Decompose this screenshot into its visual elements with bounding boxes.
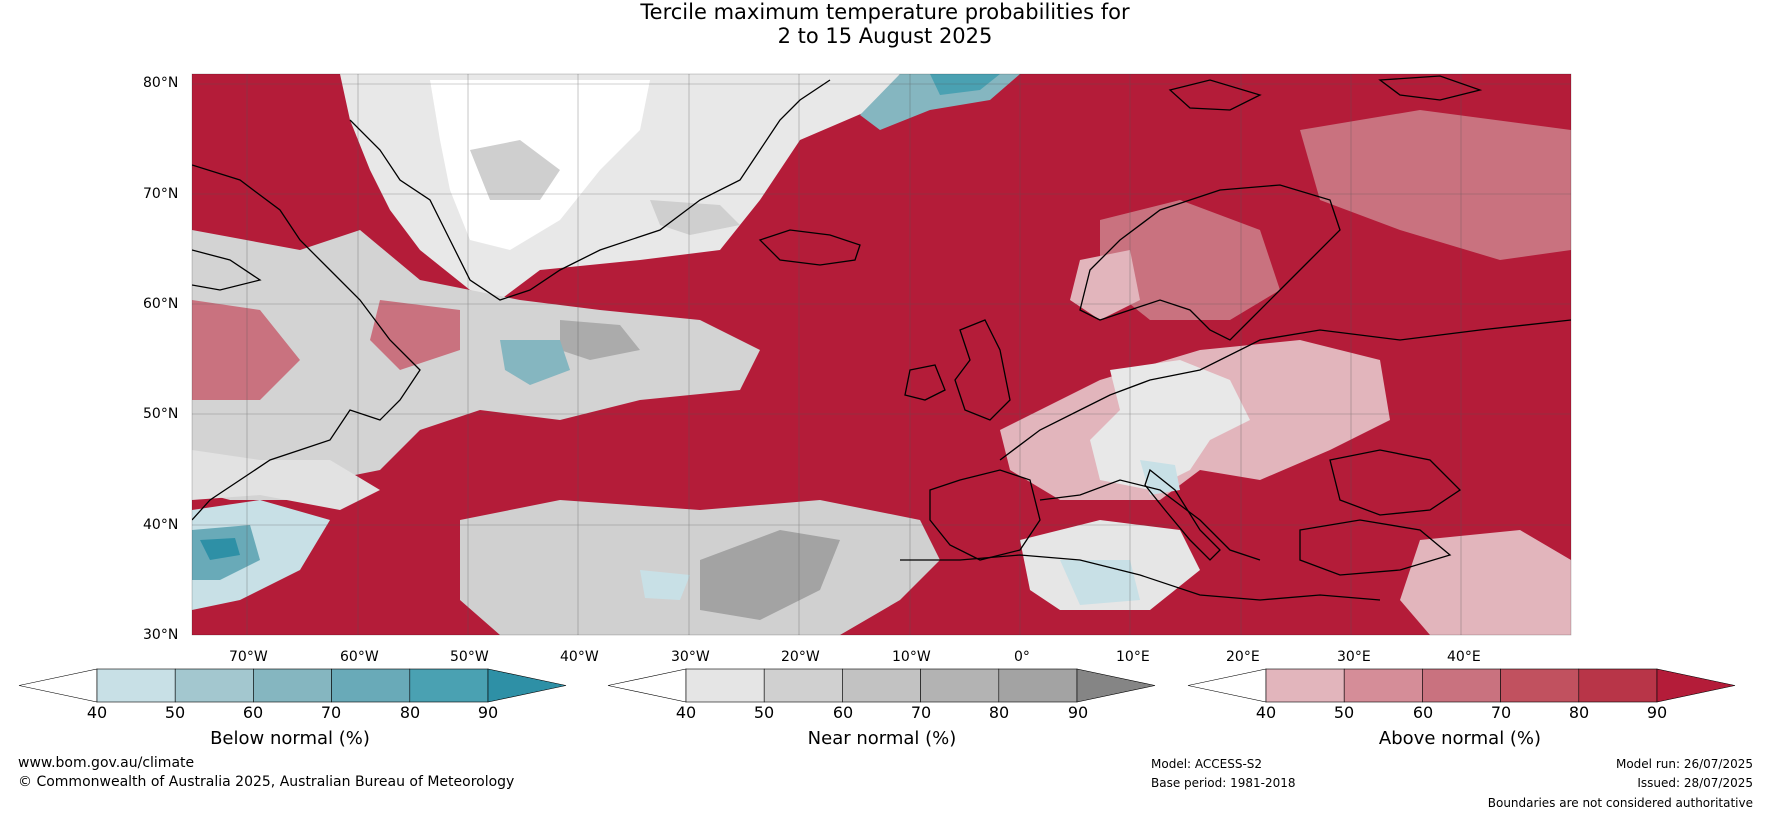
colorbar-near: [607, 668, 1156, 703]
colorbar-segment: [409, 668, 489, 703]
field-above-scandinavia-light: [1070, 250, 1140, 320]
field-below-labrador: [500, 340, 570, 385]
colorbar-extension-low: [1187, 668, 1267, 703]
lon-label: 0°: [1014, 649, 1030, 665]
lat-label: 70°N: [143, 186, 179, 202]
colorbar-extension-low: [607, 668, 687, 703]
field-above-east-mid: [1300, 110, 1571, 260]
title-line-2: 2 to 15 August 2025: [777, 24, 993, 48]
field-above-east-light: [1400, 530, 1571, 635]
field-below-subtropics: [640, 570, 690, 600]
colorbar-near-tick: 90: [1067, 703, 1089, 722]
field-above-scandinavia: [1100, 200, 1280, 320]
colorbar-below: [18, 668, 567, 703]
colorbar-near-tick: 70: [910, 703, 932, 722]
colorbar-above-title: Above normal (%): [1378, 728, 1542, 749]
colorbar-above-tick: 50: [1333, 703, 1355, 722]
coastlines: [192, 75, 1571, 601]
colorbar-segment: [96, 668, 176, 703]
field-below-nafrica: [1060, 560, 1140, 605]
field-near-labrador: [192, 230, 760, 500]
lon-label: 20°E: [1226, 649, 1260, 665]
colorbar-near-tick: 50: [753, 703, 775, 722]
field-near-west-grey: [192, 450, 380, 510]
lon-label: 30°W: [671, 649, 710, 665]
colorbar-above-tick: 60: [1412, 703, 1434, 722]
colorbar-above-tick: 70: [1490, 703, 1512, 722]
colorbar-near-tick: 60: [832, 703, 854, 722]
footer-copyright: © Commonwealth of Australia 2025, Austra…: [18, 774, 515, 790]
colorbar-segment: [685, 668, 765, 703]
lat-label: 30°N: [143, 627, 179, 643]
colorbar-segment: [920, 668, 1000, 703]
colorbar-below-tick: 80: [399, 703, 421, 722]
title-line-1: Tercile maximum temperature probabilitie…: [640, 0, 1130, 24]
field-near-labrador-dark: [560, 320, 640, 360]
colorbar-above-tick: 40: [1255, 703, 1277, 722]
colorbar-segment: [1265, 668, 1345, 703]
colorbar-segment: [763, 668, 843, 703]
lat-label: 40°N: [143, 517, 179, 533]
colorbar-segment: [1422, 668, 1501, 703]
colorbar-segment: [842, 668, 921, 703]
footer-model: Model: ACCESS-S2: [1151, 757, 1263, 771]
lat-label: 60°N: [143, 296, 179, 312]
colorbar-segment: [331, 668, 411, 703]
lon-label: 10°W: [892, 649, 931, 665]
colorbar-extension-high: [487, 668, 567, 703]
field-near-subtropics-dark: [700, 530, 840, 620]
footer-model-run: Model run: 26/07/2025: [1615, 757, 1753, 771]
lon-label: 30°E: [1337, 649, 1371, 665]
lon-label: 50°W: [450, 649, 489, 665]
colorbar-segment: [174, 668, 254, 703]
colorbar-near-tick: 40: [675, 703, 697, 722]
lon-label: 40°W: [560, 649, 599, 665]
lat-label: 80°N: [143, 75, 179, 91]
colorbar-above-tick: 80: [1568, 703, 1590, 722]
colorbar-extension-low: [18, 668, 98, 703]
colorbar-segment: [1578, 668, 1658, 703]
colorbar-below-tick: 70: [320, 703, 342, 722]
colorbar-extension-high: [1656, 668, 1736, 703]
colorbar-segment: [998, 668, 1078, 703]
colorbar-below-tick: 90: [477, 703, 499, 722]
colorbar-extension-high: [1076, 668, 1156, 703]
lon-label: 40°E: [1447, 649, 1481, 665]
lon-label: 10°E: [1116, 649, 1150, 665]
lon-label: 20°W: [781, 649, 820, 665]
colorbar-segment: [1500, 668, 1580, 703]
field-below-greenland-ne-dark: [930, 74, 1000, 95]
colorbar-segment: [253, 668, 332, 703]
field-near-greenland-spots: [470, 140, 740, 235]
map-frame: [191, 73, 1572, 636]
chart-title: Tercile maximum temperature probabilitie…: [0, 0, 1770, 48]
lon-label: 70°W: [229, 649, 268, 665]
footer-issued: Issued: 28/07/2025: [1637, 776, 1753, 790]
colorbar-above-tick: 90: [1646, 703, 1668, 722]
lat-label: 50°N: [143, 406, 179, 422]
footer-base-period: Base period: 1981-2018: [1151, 776, 1296, 790]
colorbar-near-tick: 80: [988, 703, 1010, 722]
field-above-mid-west: [192, 300, 460, 400]
footer-website: www.bom.gov.au/climate: [18, 755, 195, 771]
footer-disclaimer: Boundaries are not considered authoritat…: [1487, 796, 1753, 810]
colorbar-near-title: Near normal (%): [807, 728, 957, 749]
field-below-west-dark: [200, 538, 240, 560]
colorbar-above: [1187, 668, 1736, 703]
colorbar-below-tick: 60: [242, 703, 264, 722]
colorbar-segment: [1343, 668, 1423, 703]
colorbar-below-tick: 50: [164, 703, 186, 722]
colorbar-below-title: Below normal (%): [210, 728, 370, 749]
lon-label: 60°W: [340, 649, 379, 665]
map-field: [192, 74, 1571, 635]
colorbar-below-tick: 40: [86, 703, 108, 722]
